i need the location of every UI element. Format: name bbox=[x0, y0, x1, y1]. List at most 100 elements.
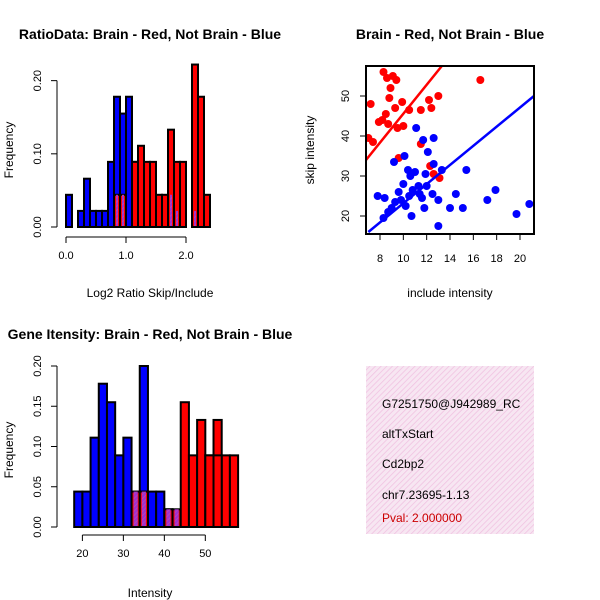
scatter-y-tick-label: 40 bbox=[340, 130, 352, 142]
intensity-bar-overlap bbox=[166, 509, 171, 526]
intensity-y-tick-label: 0.15 bbox=[32, 396, 44, 417]
intensity-x-tick-label: 50 bbox=[199, 548, 211, 560]
scatter-point-notbrain bbox=[451, 190, 460, 198]
ratio-bar-overlap bbox=[170, 194, 172, 226]
intensity-bar-overlap bbox=[174, 509, 179, 526]
ratio-x-tick-label: 1.0 bbox=[118, 250, 133, 262]
scatter-point-notbrain bbox=[412, 124, 421, 132]
intensity-bar-notbrain bbox=[73, 490, 84, 528]
scatter-point-brain bbox=[416, 106, 425, 114]
scatter-point-notbrain bbox=[404, 166, 412, 174]
intensity-bar-notbrain bbox=[89, 436, 100, 528]
intensity-bars bbox=[73, 365, 240, 529]
ratio-x-tick-label: 2.0 bbox=[178, 250, 193, 262]
intensity-bar-brain bbox=[196, 418, 207, 528]
scatter-point-notbrain bbox=[491, 186, 500, 194]
intensity-bar-notbrain bbox=[122, 436, 133, 528]
scatter-point-notbrain bbox=[525, 200, 534, 208]
scatter-point-notbrain bbox=[483, 196, 492, 204]
ratio-bar-brain bbox=[197, 95, 205, 229]
intensity-bar-brain bbox=[212, 454, 223, 529]
intensity-xlabel: Intensity bbox=[128, 586, 173, 600]
scatter-title: Brain - Red, Not Brain - Blue bbox=[356, 26, 544, 42]
ratio-bar-notbrain bbox=[83, 177, 91, 228]
intensity-bar-notbrain bbox=[146, 490, 158, 528]
scatter-point-brain bbox=[434, 92, 443, 100]
intensity-bar-notbrain bbox=[105, 401, 117, 529]
intensity-bar-brain bbox=[179, 401, 190, 529]
scatter-fit-line-brain bbox=[366, 66, 443, 161]
intensity-x-tick-label: 30 bbox=[117, 548, 129, 560]
gene-intensity-histogram: Gene Itensity: Brain - Red, Not Brain - … bbox=[2, 326, 293, 600]
scatter-point-notbrain bbox=[429, 160, 438, 168]
scatter-plot-area: 8 10 12 14 16 18 20 20 30 40 50 bbox=[340, 65, 535, 265]
intensity-bar-notbrain bbox=[114, 454, 125, 529]
scatter-point-brain bbox=[381, 110, 390, 118]
scatter-point-notbrain bbox=[394, 188, 403, 196]
intensity-y-tick-label: 0.05 bbox=[32, 476, 44, 497]
scatter-point-brain bbox=[399, 122, 408, 130]
locus: chr7.23695-1.13 bbox=[382, 488, 470, 502]
ratio-bar-overlap bbox=[176, 210, 178, 226]
intensity-x-tick-label: 40 bbox=[158, 548, 170, 560]
intensity-y-tick-label: 0.10 bbox=[32, 436, 44, 457]
ratio-bar-overlap bbox=[116, 194, 118, 226]
ratio-bar-overlap bbox=[122, 194, 124, 226]
intensity-x-tick-label: 20 bbox=[76, 548, 88, 560]
scatter-point-notbrain bbox=[380, 194, 389, 202]
info-panel-background bbox=[366, 366, 534, 534]
scatter-point-brain bbox=[425, 96, 433, 104]
intensity-bar-notbrain bbox=[81, 490, 92, 528]
intensity-y-tick-label: 0.20 bbox=[32, 355, 44, 376]
scatter-point-notbrain bbox=[420, 204, 429, 212]
intensity-bar-brain bbox=[228, 454, 240, 529]
scatter-x-tick-label: 12 bbox=[421, 253, 433, 265]
scatter-x-tick-label: 16 bbox=[467, 253, 479, 265]
scatter-point-notbrain bbox=[446, 204, 454, 212]
scatter-x-tick-label: 20 bbox=[514, 253, 526, 265]
scatter-point-notbrain bbox=[373, 192, 382, 200]
scatter-point-brain bbox=[392, 76, 401, 84]
scatter-ylabel: skip intensity bbox=[303, 116, 317, 185]
ratio-bar-brain bbox=[203, 193, 211, 229]
scatter-point-notbrain bbox=[462, 166, 471, 174]
scatter-point-brain bbox=[366, 100, 375, 108]
intensity-axes: 20 30 40 50 0.00 0.05 0.10 0.15 0.20 bbox=[32, 355, 211, 560]
intensity-bar-notbrain bbox=[155, 490, 166, 528]
ratio-y-tick-label: 0.00 bbox=[32, 216, 44, 237]
scatter-point-brain bbox=[398, 98, 407, 106]
scatter-point-notbrain bbox=[400, 152, 409, 160]
scatter-point-notbrain bbox=[399, 180, 408, 188]
scatter-point-brain bbox=[379, 68, 388, 76]
info-panel: G7251750@J942989_RC altTxStart Cd2bp2 ch… bbox=[366, 366, 534, 534]
intensity-ylabel: Frequency bbox=[2, 422, 16, 479]
scatter-y-tick-label: 50 bbox=[340, 90, 352, 102]
intensity-bar-brain bbox=[204, 454, 215, 529]
scatter-data-layer bbox=[366, 66, 534, 233]
ratio-xlabel: Log2 Ratio Skip/Include bbox=[87, 286, 214, 300]
scatter-point-notbrain bbox=[407, 212, 416, 220]
scatter-x-tick-label: 8 bbox=[377, 253, 383, 265]
intensity-bar-brain bbox=[220, 454, 231, 529]
scatter-point-notbrain bbox=[408, 186, 417, 194]
scatter-xlabel: include intensity bbox=[407, 286, 492, 300]
ratio-bar-brain bbox=[179, 160, 187, 228]
scatter-point-brain bbox=[386, 84, 395, 92]
scatter-point-notbrain bbox=[458, 204, 467, 212]
ratio-histogram-title: RatioData: Brain - Red, Not Brain - Blue bbox=[19, 26, 281, 42]
scatter-point-brain bbox=[385, 94, 394, 102]
ratio-x-tick-label: 0.0 bbox=[58, 250, 73, 262]
scatter-point-brain bbox=[374, 118, 383, 126]
scatter-point-notbrain bbox=[429, 134, 438, 142]
intensity-bar-brain bbox=[187, 454, 199, 529]
intensity-bar-overlap bbox=[133, 491, 138, 526]
scatter-point-brain bbox=[391, 104, 400, 112]
event-type: altTxStart bbox=[382, 427, 434, 441]
scatter-point-brain bbox=[476, 76, 485, 84]
scatter-fit-line-notbrain bbox=[367, 95, 534, 233]
ratio-axes: 0.0 1.0 2.0 0.00 0.10 0.20 bbox=[32, 70, 194, 262]
ratio-bars bbox=[65, 63, 211, 229]
ratio-y-tick-label: 0.10 bbox=[32, 143, 44, 164]
intensity-y-tick-label: 0.00 bbox=[32, 516, 44, 537]
